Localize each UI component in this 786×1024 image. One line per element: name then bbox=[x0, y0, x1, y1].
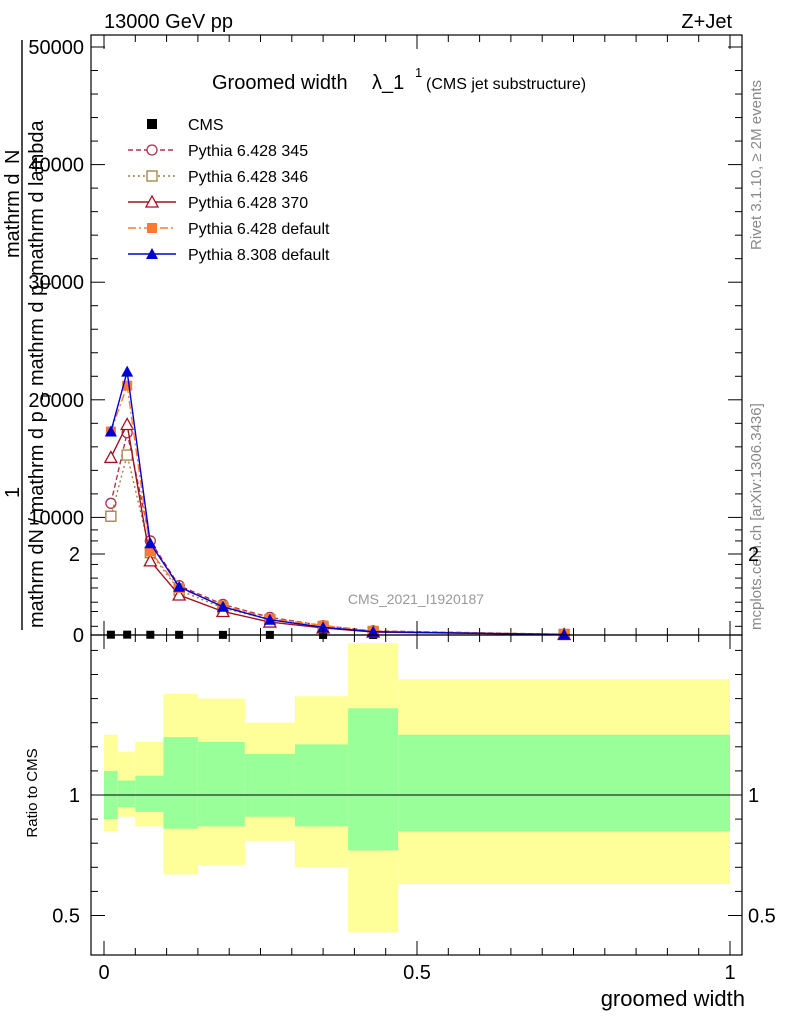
legend-label-4: Pythia 6.428 default bbox=[188, 221, 330, 238]
series-3-point-1 bbox=[120, 417, 135, 431]
chart-title: Groomed width λ_1 1 (CMS jet substructur… bbox=[212, 65, 586, 94]
ylabel-line-3: T bbox=[39, 392, 54, 400]
series-5-point-0 bbox=[104, 425, 117, 437]
ratio-stat-band-4 bbox=[197, 741, 245, 827]
ylabel-line-0: mathrm d bbox=[2, 174, 24, 258]
energy-label: 13000 GeV pp bbox=[104, 11, 233, 33]
x-axis-label: groomed width bbox=[601, 986, 745, 1011]
mcplots-label: mcplots.cern.ch [arXiv:1306.3436] bbox=[748, 403, 765, 630]
title-sup: 1 bbox=[415, 65, 422, 80]
legend-label-0: CMS bbox=[188, 117, 224, 134]
main-y-label: 1 mathrm d N mathrm dN / mathrm d p T ma… bbox=[2, 40, 54, 630]
xtick-label-0: 0 bbox=[98, 962, 109, 984]
series-5-point-1 bbox=[121, 365, 134, 377]
title-lambda: λ_1 bbox=[372, 72, 404, 94]
ylabel-top: 1 bbox=[2, 487, 24, 498]
ylabel-line-6: mathrm d lambda bbox=[26, 120, 48, 276]
main-ytick-label-3: 30000 bbox=[28, 272, 84, 294]
title-paren: (CMS jet substructure) bbox=[426, 76, 586, 93]
ratio-ytick-label-left-1: 1 bbox=[69, 785, 80, 807]
rivet-label: Rivet 3.1.10, ≥ 2M events bbox=[748, 80, 765, 250]
main-ytick-label-5: 50000 bbox=[28, 37, 84, 59]
series-5-point-7 bbox=[367, 625, 380, 637]
series-5-point-4 bbox=[216, 600, 229, 612]
ratio-ytick-label-right-2: 2 bbox=[748, 544, 759, 566]
legend-label-2: Pythia 6.428 346 bbox=[188, 169, 308, 186]
series-line-2 bbox=[110, 454, 565, 636]
legend-label-1: Pythia 6.428 345 bbox=[188, 143, 308, 160]
legend-label-3: Pythia 6.428 370 bbox=[188, 195, 308, 212]
process-label: Z+Jet bbox=[681, 11, 732, 33]
main-ytick-label-1: 10000 bbox=[28, 507, 84, 529]
ratio-stat-band-2 bbox=[135, 775, 164, 812]
ratio-ytick-label-left-0: 0.5 bbox=[52, 906, 80, 928]
main-ytick-label-4: 40000 bbox=[28, 155, 84, 177]
ratio-ytick-label-right-0: 0.5 bbox=[748, 906, 776, 928]
ratio-stat-band-8 bbox=[398, 734, 730, 832]
xtick-label-2: 1 bbox=[724, 962, 735, 984]
analysis-watermark: CMS_2021_I1920187 bbox=[348, 591, 484, 607]
title-main: Groomed width bbox=[212, 72, 348, 94]
series-4-point-2 bbox=[145, 546, 156, 557]
series-5-point-8 bbox=[558, 628, 571, 640]
main-ytick-label-2: 20000 bbox=[28, 390, 84, 412]
series-2-point-0 bbox=[105, 510, 117, 522]
ratio-stat-band-3 bbox=[163, 737, 198, 829]
ratio-bands bbox=[104, 643, 730, 933]
legend-marker-2 bbox=[146, 170, 158, 182]
ratio-stat-band-6 bbox=[294, 744, 349, 827]
legend-marker-4 bbox=[147, 223, 157, 233]
main-ytick-label-0: 0 bbox=[73, 625, 84, 647]
legend: CMS Pythia 6.428 345 Pythia 6.428 346 Pythi… bbox=[128, 117, 330, 264]
series-5-point-2 bbox=[144, 537, 157, 549]
main-series bbox=[103, 365, 572, 641]
series-2-point-1 bbox=[121, 449, 133, 461]
axis-ticks bbox=[91, 35, 742, 955]
series-3-point-0 bbox=[103, 450, 118, 464]
legend-label-5: Pythia 8.308 default bbox=[188, 247, 330, 264]
series-3-point-2 bbox=[143, 553, 158, 567]
legend-marker-3 bbox=[144, 194, 160, 208]
series-3-point-3 bbox=[172, 587, 187, 601]
series-1-point-0 bbox=[105, 497, 117, 509]
series-line-1 bbox=[110, 432, 565, 635]
legend-marker-0 bbox=[147, 119, 157, 129]
ylabel-line-2: mathrm dN / mathrm d p bbox=[26, 411, 48, 628]
ratio-ytick-label-right-1: 1 bbox=[748, 785, 759, 807]
series-line-3 bbox=[110, 422, 565, 636]
series-4-point-1 bbox=[122, 380, 133, 391]
ratio-y-label: Ratio to CMS bbox=[24, 748, 41, 837]
series-5-point-3 bbox=[173, 580, 186, 592]
tick-labels: 0 10000 20000 30000 40000 50000 0.5 0.5 1 1 2 2 0 0.5… bbox=[28, 37, 775, 984]
series-5-point-5 bbox=[263, 613, 276, 625]
ratio-stat-band-5 bbox=[244, 754, 295, 817]
series-5-point-6 bbox=[317, 621, 330, 633]
xtick-label-1: 0.5 bbox=[403, 962, 431, 984]
ylabel-line-1: N bbox=[2, 150, 24, 164]
ratio-ytick-label-left-2: 2 bbox=[69, 544, 80, 566]
legend-marker-1 bbox=[146, 144, 158, 156]
ratio-stat-band-1 bbox=[117, 780, 136, 808]
legend-marker-5 bbox=[146, 248, 158, 259]
ylabel-line-5: T bbox=[39, 280, 54, 288]
ratio-stat-band-7 bbox=[348, 708, 399, 851]
ylabel-line-4: mathrm d p bbox=[26, 285, 48, 386]
